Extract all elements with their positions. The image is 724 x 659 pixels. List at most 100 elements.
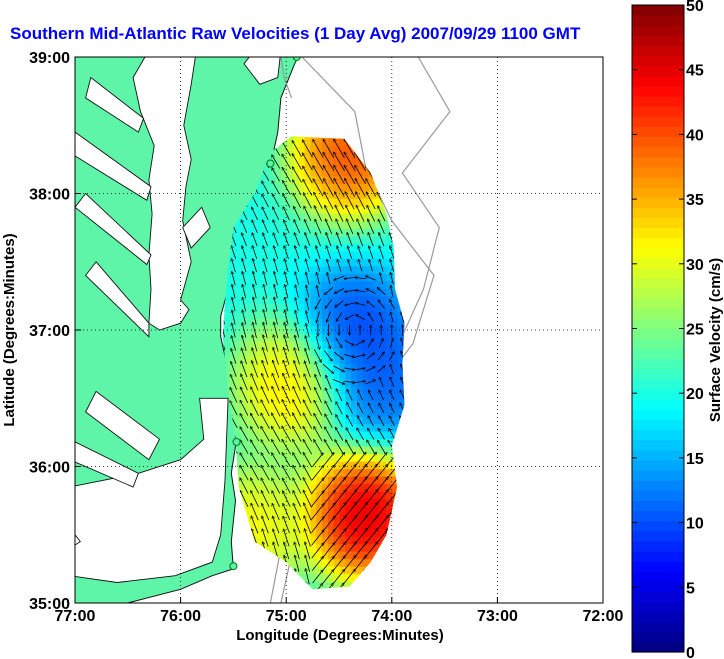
heat-cell	[252, 453, 259, 462]
velocity-arrow	[230, 387, 238, 403]
velocity-arrow	[390, 272, 394, 285]
heat-cell	[246, 303, 253, 312]
heat-cell	[345, 446, 352, 455]
heat-cell	[240, 401, 248, 410]
heat-cell	[368, 536, 375, 545]
heat-cell	[316, 295, 323, 304]
heat-cell	[351, 280, 358, 289]
velocity-arrow	[365, 276, 377, 281]
heat-cell	[235, 228, 242, 237]
velocity-arrow	[379, 338, 383, 349]
heat-cell	[351, 243, 358, 252]
bay-water-layer	[75, 57, 281, 583]
heat-cell	[357, 551, 364, 560]
heat-cell	[316, 175, 323, 184]
velocity-arrow	[312, 570, 324, 584]
heat-cell	[264, 205, 271, 214]
heat-cell	[258, 483, 265, 492]
heat-cell	[258, 295, 265, 304]
heat-cell	[339, 190, 346, 199]
heat-cell	[386, 513, 393, 522]
heat-cell	[293, 393, 300, 402]
heat-cell	[269, 528, 277, 537]
velocity-arrow	[324, 205, 333, 222]
heat-cell	[357, 228, 364, 237]
velocity-arrow	[312, 152, 324, 171]
heat-cell	[310, 446, 317, 455]
heat-cell	[345, 175, 352, 184]
heat-cell	[380, 371, 387, 380]
colorbar-step	[632, 126, 684, 138]
heat-cell	[374, 431, 381, 440]
heat-cell	[327, 446, 335, 455]
velocity-arrow	[322, 569, 334, 584]
heat-cell	[246, 521, 253, 530]
heat-cell	[264, 175, 271, 184]
heat-cell	[333, 393, 341, 402]
heat-cell	[298, 558, 306, 567]
velocity-arrow	[390, 285, 394, 297]
velocity-arrow	[306, 298, 310, 311]
heat-cell	[269, 168, 277, 177]
velocity-arrow	[354, 381, 366, 383]
heat-cell	[304, 273, 312, 282]
colorbar-step	[632, 227, 684, 239]
heat-cell	[293, 476, 300, 485]
velocity-arrow	[367, 219, 375, 234]
heat-cell	[316, 408, 323, 417]
heat-cell	[339, 153, 346, 162]
heat-cell	[281, 258, 288, 267]
heat-cell	[386, 318, 393, 327]
heat-cell	[368, 190, 375, 199]
heat-cell	[397, 408, 404, 417]
heat-cell	[322, 250, 329, 259]
heat-cell	[258, 258, 265, 267]
heat-cell	[310, 401, 317, 410]
colorbar-step	[632, 348, 684, 360]
heat-cell	[281, 265, 288, 274]
heat-cell	[252, 423, 259, 432]
heat-cell	[327, 483, 335, 492]
heat-cell	[275, 521, 282, 530]
velocity-arrow	[291, 153, 302, 170]
velocity-arrow	[261, 207, 269, 221]
heat-cell	[258, 355, 265, 364]
heat-cell	[252, 498, 259, 507]
heat-cell	[258, 393, 265, 402]
heat-cell	[264, 401, 271, 410]
velocity-arrow	[294, 360, 301, 378]
heat-cell	[304, 355, 312, 364]
heat-cell	[258, 378, 265, 387]
heat-cell	[240, 363, 248, 372]
heat-cell	[380, 205, 387, 214]
heat-cell	[229, 250, 236, 259]
colorbar-step	[632, 500, 684, 512]
heat-cell	[281, 363, 288, 372]
heat-cell	[316, 228, 323, 237]
heat-cell	[333, 528, 341, 537]
heat-cell	[374, 491, 381, 500]
heat-cell	[298, 528, 306, 537]
velocity-arrow	[325, 299, 333, 309]
heat-cell	[368, 498, 375, 507]
colorbar-step	[632, 136, 684, 148]
heat-cell	[362, 476, 370, 485]
heat-cell	[293, 461, 300, 470]
heat-cell	[304, 198, 312, 207]
heat-cell	[293, 423, 300, 432]
heat-cell	[339, 551, 346, 560]
heat-cell	[339, 416, 346, 425]
heat-cell	[345, 310, 352, 319]
velocity-arrow	[305, 336, 310, 351]
heat-cell	[380, 513, 387, 522]
heat-cell	[310, 160, 317, 169]
heat-cell	[380, 461, 387, 470]
velocity-arrow	[304, 374, 312, 391]
heat-cell	[240, 310, 248, 319]
heat-cell	[357, 333, 364, 342]
heat-cell	[287, 528, 294, 537]
velocity-arrow	[302, 166, 313, 184]
heat-cell	[293, 431, 300, 440]
velocity-arrow	[316, 246, 321, 260]
heat-cell	[327, 371, 335, 380]
